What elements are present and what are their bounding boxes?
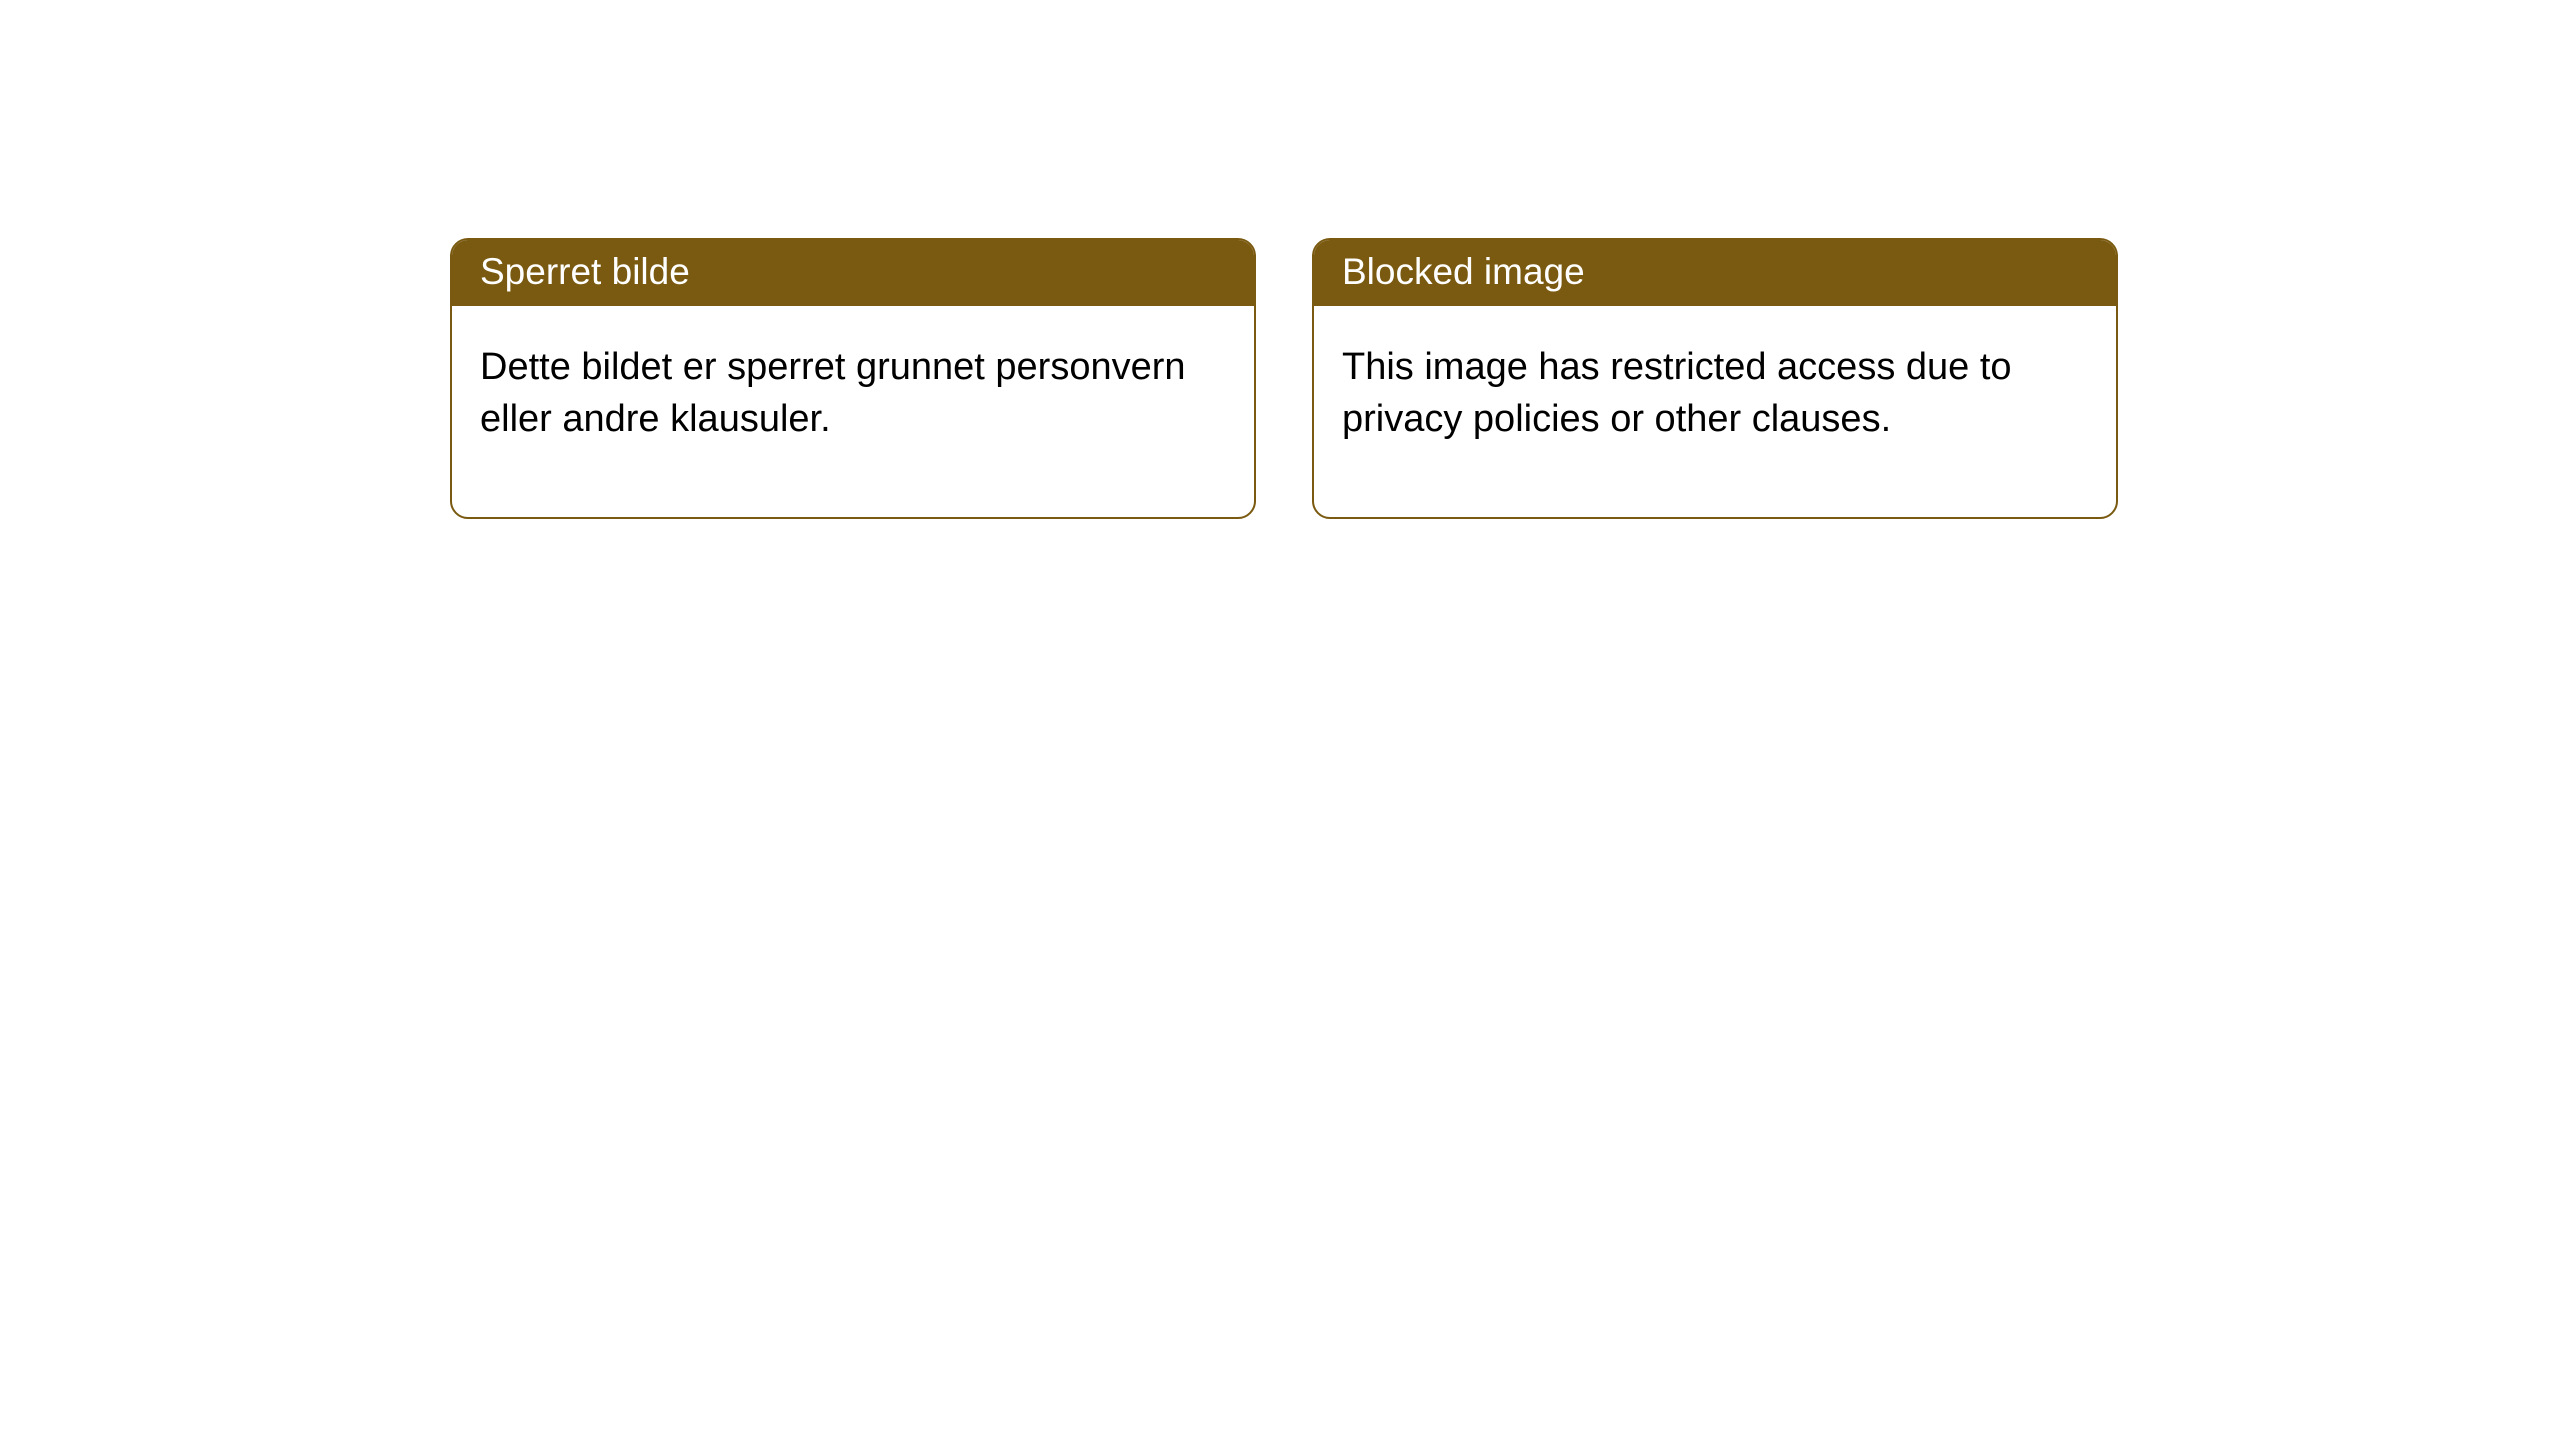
notice-container: Sperret bilde Dette bildet er sperret gr… — [0, 0, 2560, 519]
notice-body-norwegian: Dette bildet er sperret grunnet personve… — [452, 306, 1254, 517]
notice-header-norwegian: Sperret bilde — [452, 240, 1254, 306]
notice-body-english: This image has restricted access due to … — [1314, 306, 2116, 517]
notice-card-norwegian: Sperret bilde Dette bildet er sperret gr… — [450, 238, 1256, 519]
notice-card-english: Blocked image This image has restricted … — [1312, 238, 2118, 519]
notice-header-english: Blocked image — [1314, 240, 2116, 306]
